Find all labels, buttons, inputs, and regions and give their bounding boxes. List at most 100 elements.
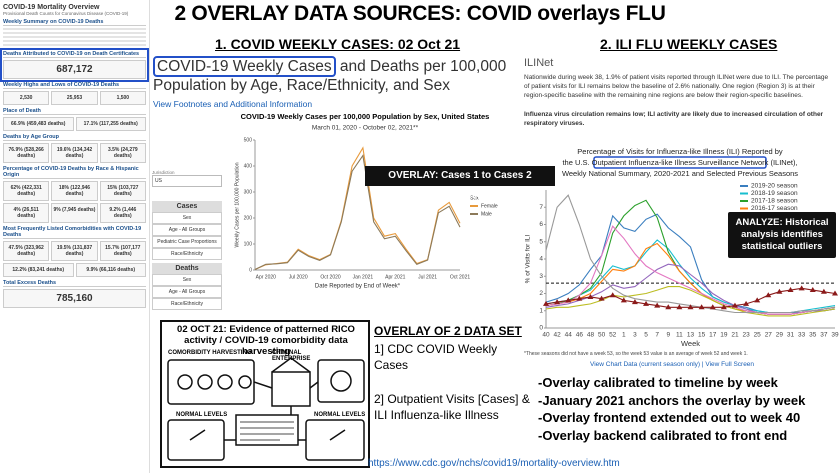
stat-box: 18% (122,946 deaths) bbox=[51, 181, 98, 201]
y-tick-label: 7 bbox=[539, 204, 543, 211]
block-heading: Weekly Highs and Lows of COVID-19 Deaths bbox=[3, 82, 146, 89]
stat-box: 62% (422,331 deaths) bbox=[3, 181, 50, 201]
series-line bbox=[545, 286, 836, 317]
group-option[interactable]: Sex bbox=[152, 212, 222, 224]
bullet: -Overlay backend calibrated to front end bbox=[538, 427, 788, 443]
block-heading: Percentage of COVID-19 Deaths by Race & … bbox=[3, 166, 146, 179]
stat-box: 76.9% (528,266 deaths) bbox=[3, 143, 50, 163]
stat-box: 1,500 bbox=[99, 91, 146, 105]
x-tick-label: Jul 2021 bbox=[418, 274, 437, 280]
x-tick-label: 48 bbox=[587, 332, 595, 339]
group-option[interactable]: Age - All Groups bbox=[152, 224, 222, 236]
rico-diagram bbox=[167, 357, 365, 461]
overlay-item: 2] Outpatient Visits [Cases] & ILI Influ… bbox=[374, 392, 530, 422]
covid-chart-title: COVID-19 Weekly Cases per 100,000 Popula… bbox=[241, 112, 490, 121]
rico-box bbox=[160, 320, 370, 468]
y-tick-label: 400 bbox=[244, 163, 253, 169]
ili-title-line: Weekly National Summary, 2020-2021 and S… bbox=[562, 169, 798, 178]
x-tick-label: Oct 2020 bbox=[320, 274, 341, 280]
y-tick-label: 1 bbox=[539, 307, 543, 314]
block-row: 62% (422,331 deaths) 18% (122,946 deaths)… bbox=[3, 181, 146, 223]
marker bbox=[776, 288, 783, 294]
block-row: 47.5% (323,962 deaths) 19.5% (131,837 dea… bbox=[3, 241, 146, 277]
y-tick-label: 2 bbox=[539, 290, 543, 297]
group-option[interactable]: Age - All Groups bbox=[152, 286, 222, 298]
legend-label: 2019-20 season bbox=[751, 183, 798, 190]
group-title: Deaths bbox=[152, 263, 222, 274]
block-row: 76.9% (528,266 deaths) 19.6% (134,342 dea… bbox=[3, 143, 146, 163]
y-tick-label: 300 bbox=[244, 189, 253, 195]
stat-box: 12.2% (83,241 deaths) bbox=[3, 263, 74, 277]
x-tick-label: 35 bbox=[809, 332, 817, 339]
full-screen-link[interactable]: View Full Screen bbox=[705, 361, 755, 368]
analyze-note: ANALYZE: Historical analysis identifies … bbox=[728, 212, 836, 258]
stat-box: 4% (26,511 deaths) bbox=[3, 203, 50, 223]
marker bbox=[731, 302, 738, 308]
stat-box: 25,953 bbox=[51, 91, 98, 105]
x-tick-label: 7 bbox=[655, 332, 659, 339]
x-tick-label: 23 bbox=[742, 332, 750, 339]
footnotes-link[interactable]: View Footnotes and Additional Informatio… bbox=[153, 99, 313, 109]
y-tick-label: 4 bbox=[539, 256, 543, 263]
x-tick-label: 31 bbox=[787, 332, 795, 339]
x-tick-label: Jul 2020 bbox=[289, 274, 308, 280]
ili-title-line: Percentage of Visits for Influenza-like … bbox=[577, 147, 783, 156]
panel-block: Most Frequently Listed Comorbidities wit… bbox=[3, 226, 146, 277]
source-url[interactable]: https://www.cdc.gov/nchs/covid19/mortali… bbox=[368, 458, 620, 469]
group-option[interactable]: Sex bbox=[152, 274, 222, 286]
covid-chart-subtitle: March 01, 2020 - October 02, 2021** bbox=[312, 125, 419, 132]
marker bbox=[698, 304, 705, 310]
y-tick-label: 0 bbox=[539, 325, 543, 332]
marker bbox=[820, 288, 827, 294]
block-heading: Deaths by Age Group bbox=[3, 134, 146, 141]
marker bbox=[654, 302, 661, 308]
x-tick-label: 44 bbox=[565, 332, 573, 339]
overlay-note: OVERLAY: Cases 1 to Cases 2 Comparison bbox=[365, 166, 555, 201]
x-axis-label: Date Reported by End of Week* bbox=[315, 284, 401, 290]
stat-box: 19.5% (131,837 deaths) bbox=[51, 241, 98, 261]
x-tick-label: 9 bbox=[666, 332, 670, 339]
chart-data-link[interactable]: View Chart Data (current season only) bbox=[590, 361, 701, 368]
group-option[interactable]: Race/Ethnicity bbox=[152, 248, 222, 260]
x-tick-label: 13 bbox=[687, 332, 695, 339]
marker bbox=[587, 293, 594, 299]
text-placeholder bbox=[3, 44, 146, 46]
jurisdiction-select[interactable]: US bbox=[152, 175, 222, 187]
block-row: 66.9% (459,483 deaths) 17.1% (117,255 dea… bbox=[3, 117, 146, 131]
marker bbox=[687, 304, 694, 310]
block-row: 2,530 25,953 1,500 bbox=[3, 91, 146, 105]
marker bbox=[676, 304, 683, 310]
stat-box: 15.7% (107,177 deaths) bbox=[99, 241, 146, 261]
ili-paragraph: Nationwide during week 38, 1.9% of patie… bbox=[524, 74, 829, 99]
marker bbox=[765, 292, 772, 298]
highlighted-heading: COVID-19 Weekly Cases bbox=[153, 56, 336, 77]
rico-label: CRIMINAL ENTERPRISE bbox=[272, 350, 311, 362]
panel-block: Place of Death 66.9% (459,483 deaths) 17.1… bbox=[3, 108, 146, 131]
x-tick-label: 11 bbox=[676, 332, 683, 339]
legend-label: 2016-17 season bbox=[751, 205, 798, 212]
x-tick-label: 29 bbox=[776, 332, 784, 339]
bullet: -Overlay frontend extended out to week 4… bbox=[538, 410, 801, 425]
x-tick-label: 42 bbox=[553, 332, 561, 339]
source-title: ILINet bbox=[524, 57, 554, 69]
rico-label: NORMAL LEVELS bbox=[314, 412, 366, 418]
stat-box: 47.5% (323,962 deaths) bbox=[3, 241, 50, 261]
x-tick-label: Oct 2021 bbox=[450, 274, 471, 280]
panel-block: Percentage of COVID-19 Deaths by Race & … bbox=[3, 166, 146, 223]
panel-block: Deaths by Age Group 76.9% (528,266 deaths… bbox=[3, 134, 146, 163]
ili-footnote: *These seasons did not have a week 53, s… bbox=[524, 351, 748, 357]
overlay-heading: OVERLAY OF 2 DATA SET bbox=[374, 324, 522, 338]
sidebar: Jurisdiction US Cases Sex Age - All Groups… bbox=[152, 170, 222, 310]
group-title: Cases bbox=[152, 201, 222, 212]
group-option[interactable]: Pediatric Case Proportions bbox=[152, 236, 222, 248]
panel-block: Total Excess Deaths 785,160 bbox=[3, 280, 146, 308]
marker bbox=[832, 290, 838, 296]
x-tick-label: 46 bbox=[576, 332, 584, 339]
marker bbox=[643, 300, 650, 306]
x-tick-label: 1 bbox=[622, 332, 626, 339]
marker bbox=[743, 300, 750, 306]
legend-label: Male bbox=[481, 211, 492, 217]
ili-links: View Chart Data (current season only) | … bbox=[590, 361, 755, 368]
group-option[interactable]: Race/Ethnicity bbox=[152, 298, 222, 310]
panel-block: Weekly Summary on COVID-19 Deaths bbox=[3, 19, 146, 48]
